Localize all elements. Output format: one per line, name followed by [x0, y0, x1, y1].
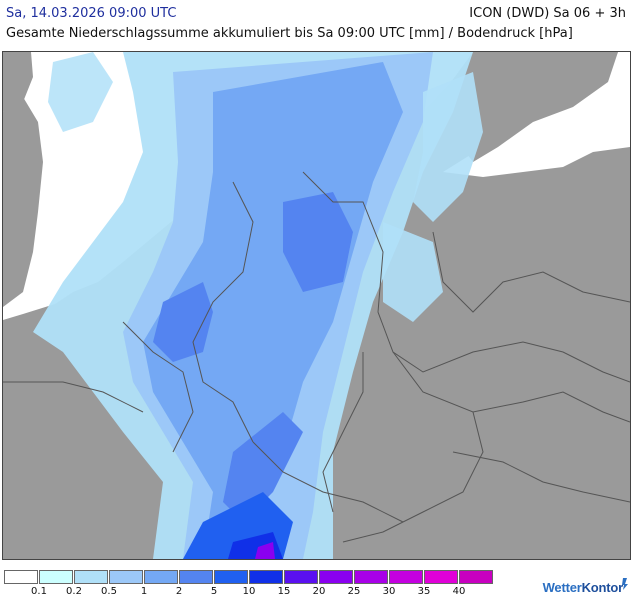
logo-text-wetter: Wetter	[542, 580, 582, 595]
legend-label: 1	[140, 586, 148, 597]
logo-text-kontor: Kontor	[581, 580, 624, 595]
legend-label: 0.2	[66, 586, 82, 597]
precipitation-legend: 0.1 0.2 0.5 1 2 5 10 15 20 25 30 35 40	[4, 570, 494, 600]
map-subtitle: Gesamte Niederschlagssumme akkumuliert b…	[6, 26, 573, 41]
england-land	[3, 97, 43, 307]
legend-swatch	[389, 570, 423, 584]
legend-swatch	[179, 570, 213, 584]
map-canvas	[3, 52, 630, 559]
precipitation-layer	[33, 52, 483, 559]
precipitation-map[interactable]	[2, 51, 631, 560]
legend-labels: 0.1 0.2 0.5 1 2 5 10 15 20 25 30 35 40	[4, 586, 494, 600]
legend-swatch	[424, 570, 458, 584]
map-header: Sa, 14.03.2026 09:00 UTC ICON (DWD) Sa 0…	[0, 0, 633, 50]
legend-label: 0.1	[31, 586, 47, 597]
legend-swatch	[4, 570, 38, 584]
legend-swatch	[459, 570, 493, 584]
legend-swatch	[284, 570, 318, 584]
legend-swatch	[319, 570, 353, 584]
legend-swatch	[354, 570, 388, 584]
legend-label: 5	[210, 586, 218, 597]
legend-label: 30	[382, 586, 396, 597]
legend-label: 40	[452, 586, 466, 597]
legend-label: 35	[417, 586, 431, 597]
legend-label: 25	[347, 586, 361, 597]
legend-swatch	[109, 570, 143, 584]
legend-swatch	[214, 570, 248, 584]
legend-label: 2	[175, 586, 183, 597]
logo-mark-icon	[622, 578, 628, 590]
legend-label: 20	[312, 586, 326, 597]
legend-swatch	[39, 570, 73, 584]
scandinavia-land	[451, 52, 618, 162]
model-run: ICON (DWD) Sa 06 + 3h	[469, 6, 626, 21]
legend-label: 10	[242, 586, 256, 597]
legend-swatch	[144, 570, 178, 584]
legend-swatch	[74, 570, 108, 584]
legend-swatch	[249, 570, 283, 584]
country-borders	[3, 171, 630, 543]
legend-label: 15	[277, 586, 291, 597]
legend-label: 0.5	[101, 586, 117, 597]
wetterkontor-logo[interactable]: WetterKontor	[542, 580, 624, 595]
legend-color-scale	[4, 570, 494, 584]
valid-time: Sa, 14.03.2026 09:00 UTC	[6, 6, 177, 21]
